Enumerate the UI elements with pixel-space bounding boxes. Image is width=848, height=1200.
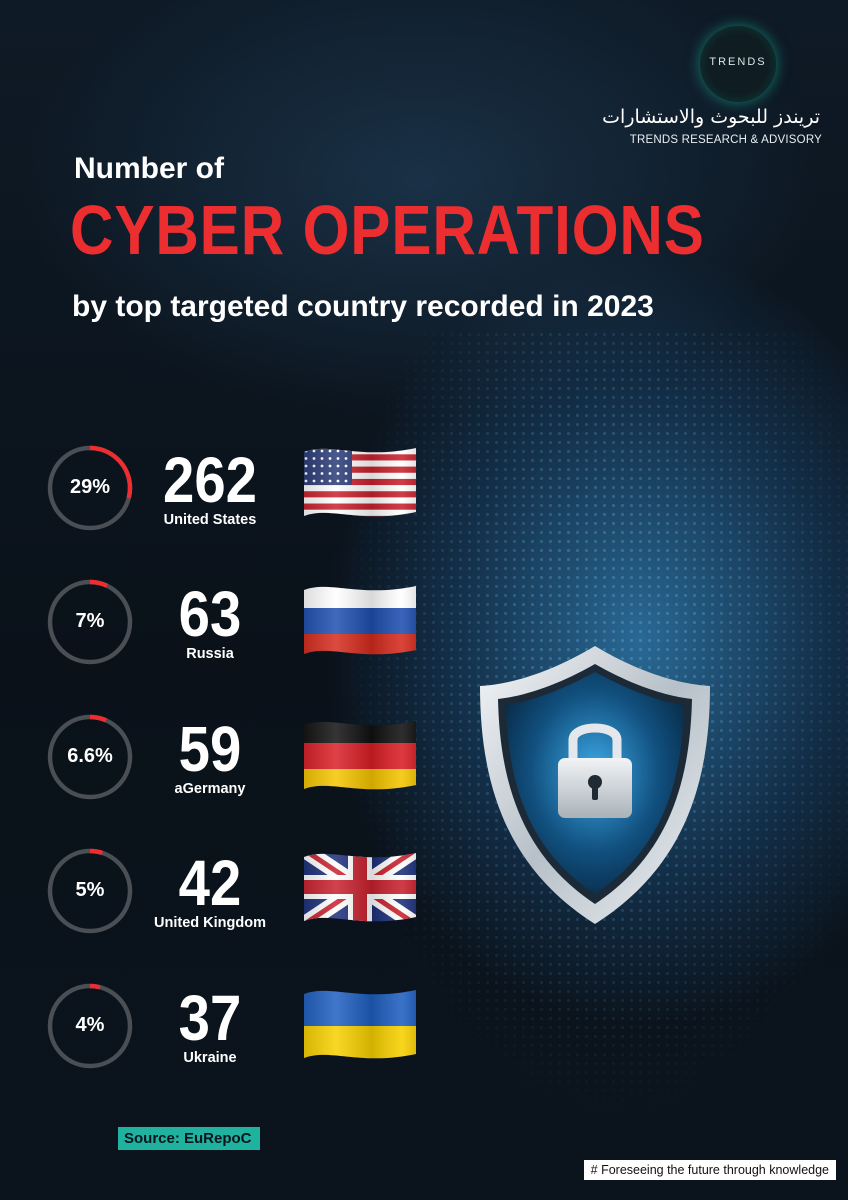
percent-ring — [46, 578, 134, 666]
country-name: Russia — [186, 646, 234, 662]
operations-count: 37 — [178, 982, 242, 1054]
germany-flag — [300, 715, 420, 795]
percent-label: 6.6% — [67, 745, 113, 767]
percent-label: 7% — [75, 610, 105, 632]
percent-label: 4% — [75, 1014, 105, 1036]
country-name: aGermany — [174, 781, 246, 797]
country-name: United States — [163, 512, 257, 528]
title-line-3: by top targeted country recorded in 2023 — [72, 290, 654, 323]
operations-count: 63 — [178, 578, 242, 650]
percent-arc — [47, 983, 133, 1069]
country-name: United Kingdom — [154, 915, 266, 931]
source-label: Source: EuRepoC — [118, 1127, 260, 1150]
percent-label: 5% — [75, 879, 105, 901]
percent-ring — [46, 982, 134, 1070]
title-line-1: Number of — [74, 152, 224, 185]
logo-mark-text: TRENDS — [709, 56, 767, 68]
operations-count: 59 — [178, 713, 242, 785]
logo-arabic-name: تريندز للبحوث والاستشارات — [602, 106, 820, 128]
ukraine-flag — [300, 984, 420, 1064]
shield-lock-icon — [470, 640, 720, 930]
country-name: Ukraine — [183, 1050, 237, 1066]
operations-count: 42 — [178, 847, 242, 919]
percent-ring — [46, 713, 134, 801]
percent-ring — [46, 444, 134, 532]
country-row: 29% 262 United States — [0, 428, 460, 548]
tagline: # Foreseeing the future through knowledg… — [583, 1160, 836, 1180]
percent-ring — [46, 847, 134, 935]
percent-arc — [47, 848, 133, 934]
country-row: 7% 63 Russia — [0, 562, 460, 682]
title-line-2: CYBER OPERATIONS — [70, 191, 705, 269]
country-row: 4% 37 Ukraine — [0, 966, 460, 1086]
percent-arc — [47, 445, 133, 531]
country-row: 6.6% 59 aGermany — [0, 697, 460, 817]
country-row: 5% 42 United Kingdom — [0, 831, 460, 951]
percent-arc — [47, 579, 133, 665]
percent-arc — [47, 714, 133, 800]
operations-count: 262 — [163, 444, 257, 516]
russia-flag — [300, 580, 420, 660]
uk-flag — [300, 847, 420, 927]
trends-logo: TRENDS — [700, 26, 776, 102]
logo-english-name: TRENDS RESEARCH & ADVISORY — [629, 134, 822, 146]
percent-label: 29% — [69, 476, 111, 498]
us-flag — [300, 442, 420, 522]
